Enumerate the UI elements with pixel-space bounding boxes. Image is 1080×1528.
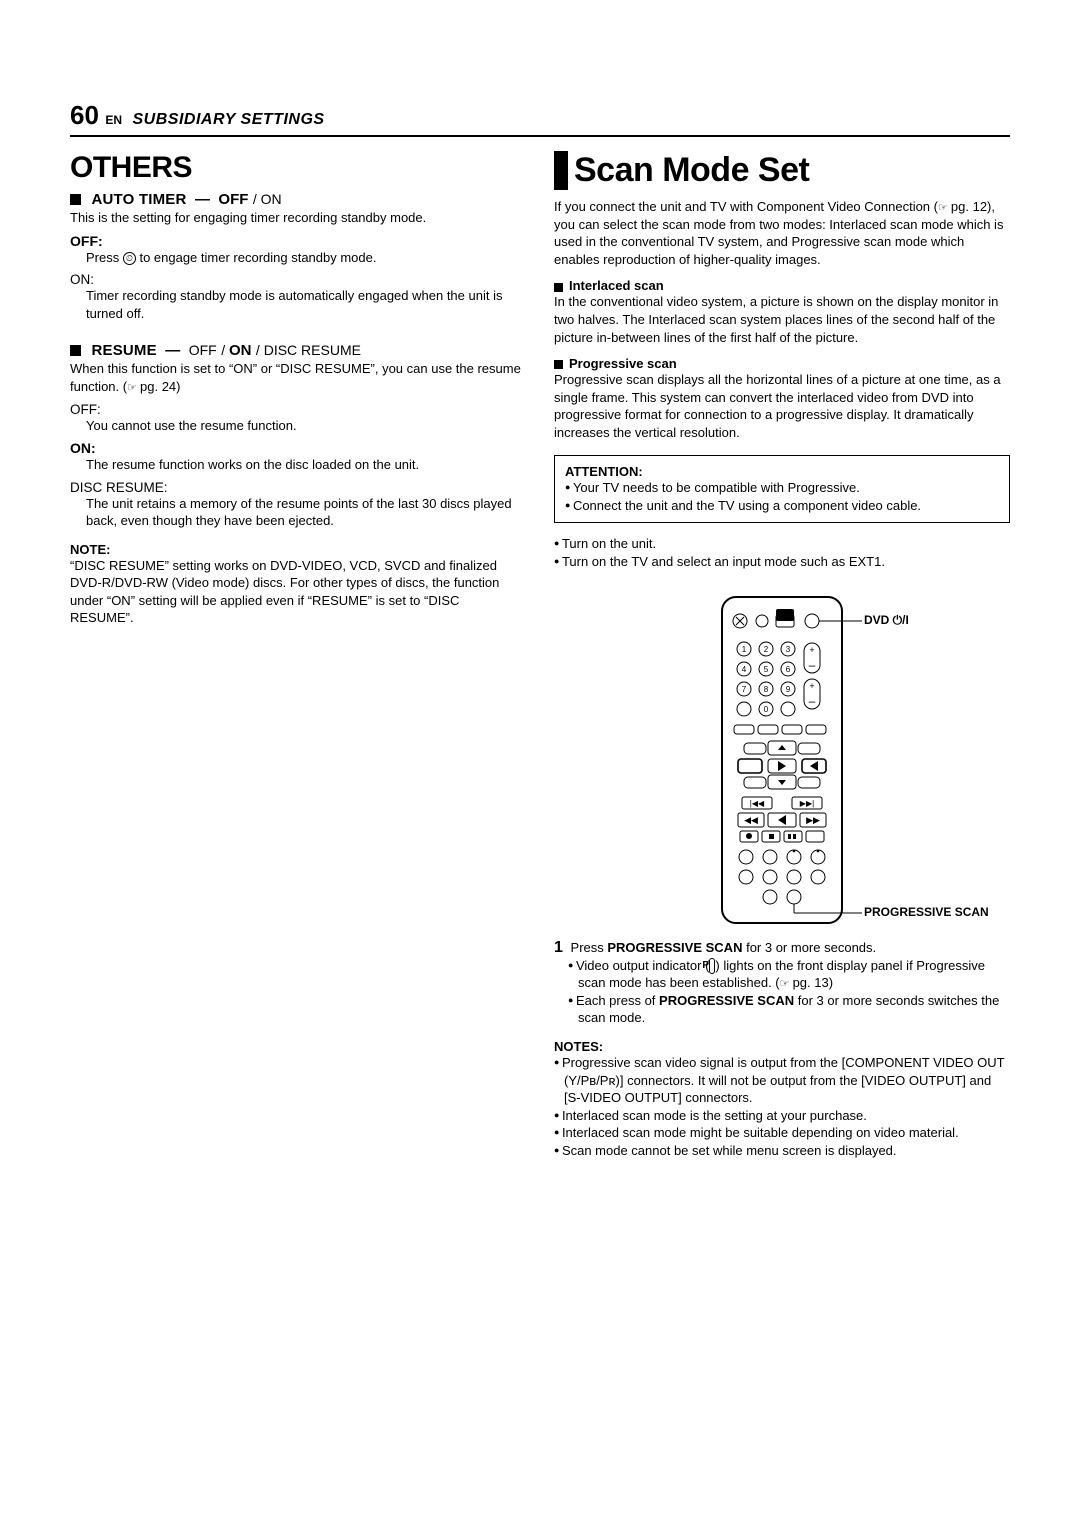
others-title: OTHERS	[70, 151, 526, 185]
resume-off-head: OFF:	[70, 402, 526, 417]
resume-off-text: You cannot use the resume function.	[86, 417, 526, 435]
remote-progscan-label: PROGRESSIVE SCAN	[864, 905, 989, 919]
step1-bullet-a-pg: pg. 13)	[793, 975, 833, 990]
note-item: Interlaced scan mode might be suitable d…	[554, 1124, 1010, 1142]
step1-bullet-b-a: Each press of	[576, 993, 659, 1008]
step-1: 1 Press PROGRESSIVE SCAN for 3 or more s…	[554, 939, 1010, 957]
svg-text:0: 0	[764, 705, 769, 714]
svg-text:5: 5	[764, 665, 769, 674]
attention-item: Your TV needs to be compatible with Prog…	[565, 479, 999, 497]
resume-opt-on: ON	[229, 342, 252, 359]
prep-item: Turn on the unit.	[554, 535, 1010, 553]
auto-timer-off-head: OFF:	[70, 233, 526, 249]
square-bullet-icon	[554, 283, 563, 292]
attention-box: ATTENTION: Your TV needs to be compatibl…	[554, 455, 1010, 523]
left-column: OTHERS AUTO TIMER — OFF / ON This is the…	[70, 151, 526, 1159]
page-header: 60 EN SUBSIDIARY SETTINGS	[70, 100, 1010, 137]
columns: OTHERS AUTO TIMER — OFF / ON This is the…	[70, 151, 1010, 1159]
scan-mode-title: Scan Mode Set	[574, 151, 809, 190]
step1-bullet-a: Video output indicator (	[576, 958, 709, 973]
svg-text:◀◀: ◀◀	[744, 815, 758, 825]
resume-disc-text: The unit retains a memory of the resume …	[86, 495, 526, 530]
interlaced-heading: Interlaced scan	[554, 278, 1010, 293]
resume-desc: When this function is set to “ON” or “DI…	[70, 360, 526, 395]
reference-icon: ☞	[938, 202, 951, 214]
scan-intro: If you connect the unit and TV with Comp…	[554, 198, 1010, 268]
svg-text:–: –	[809, 658, 816, 672]
square-bullet-icon	[70, 194, 81, 205]
resume-opt-off: OFF	[189, 342, 217, 358]
remote-dvd-label: DVD ⏻/I	[864, 613, 909, 628]
resume-disc-head: DISC RESUME:	[70, 480, 526, 495]
note-item: Interlaced scan mode is the setting at y…	[554, 1107, 1010, 1125]
auto-timer-off-text: Press ⏲ to engage timer recording standb…	[86, 249, 526, 267]
reference-icon: ☞	[127, 382, 140, 394]
svg-text:+: +	[809, 645, 814, 655]
auto-timer-heading: AUTO TIMER — OFF / ON	[70, 191, 526, 209]
scan-mode-title-wrap: Scan Mode Set	[554, 151, 1010, 190]
step1-bullets: Video output indicator (P) lights on the…	[568, 957, 1010, 1027]
prep-list: Turn on the unit. Turn on the TV and sel…	[554, 535, 1010, 570]
svg-text:8: 8	[764, 685, 769, 694]
auto-timer-on-text: Timer recording standby mode is automati…	[86, 287, 526, 322]
step1-bullet: Each press of PROGRESSIVE SCAN for 3 or …	[568, 992, 1010, 1027]
title-bar-icon	[554, 151, 568, 190]
svg-text:1: 1	[742, 645, 747, 654]
page-lang: EN	[105, 113, 122, 127]
note-heading: NOTE:	[70, 542, 526, 557]
progressive-heading: Progressive scan	[554, 356, 1010, 371]
step-number: 1	[554, 939, 563, 956]
interlaced-text: In the conventional video system, a pict…	[554, 293, 1010, 346]
auto-timer-on-head: ON:	[70, 272, 526, 287]
svg-text:2: 2	[764, 645, 769, 654]
interlaced-head-text: Interlaced scan	[569, 278, 664, 293]
svg-text:▶▶: ▶▶	[806, 815, 820, 825]
svg-text:7: 7	[742, 685, 747, 694]
svg-text:+: +	[809, 681, 814, 691]
svg-text:3: 3	[786, 645, 791, 654]
attention-heading: ATTENTION:	[565, 464, 999, 479]
attention-item: Connect the unit and the TV using a comp…	[565, 497, 999, 515]
resume-opt-disc: DISC RESUME	[264, 342, 361, 358]
reference-icon: ☞	[780, 978, 793, 990]
step1-bullet-b-b: PROGRESSIVE SCAN	[659, 993, 794, 1008]
resume-desc-pg: pg. 24)	[140, 379, 180, 394]
resume-heading: RESUME — OFF / ON / DISC RESUME	[70, 342, 526, 360]
step1-b: PROGRESSIVE SCAN	[607, 940, 742, 955]
scan-intro-a: If you connect the unit and TV with Comp…	[554, 199, 938, 214]
note-item: Scan mode cannot be set while menu scree…	[554, 1142, 1010, 1160]
square-bullet-icon	[70, 345, 81, 356]
svg-text:9: 9	[786, 685, 791, 694]
svg-text:–: –	[809, 694, 816, 708]
progressive-head-text: Progressive scan	[569, 356, 677, 371]
step1-a: Press	[571, 940, 608, 955]
prep-item: Turn on the TV and select an input mode …	[554, 553, 1010, 571]
auto-timer-alt: ON	[261, 191, 282, 207]
svg-text:|◀◀: |◀◀	[750, 799, 765, 808]
page-number: 60	[70, 100, 99, 130]
svg-text:6: 6	[786, 665, 791, 674]
attention-list: Your TV needs to be compatible with Prog…	[565, 479, 999, 514]
resume-on-head: ON:	[70, 440, 526, 456]
progressive-text: Progressive scan displays all the horizo…	[554, 371, 1010, 441]
timer-button-icon: ⏲	[123, 252, 136, 265]
auto-timer-name: AUTO TIMER	[91, 191, 186, 208]
resume-on-text: The resume function works on the disc lo…	[86, 456, 526, 474]
resume-name: RESUME	[91, 342, 156, 359]
note-text: “DISC RESUME” setting works on DVD-VIDEO…	[70, 557, 526, 627]
svg-text:▶▶|: ▶▶|	[800, 799, 814, 808]
step1-bullet: Video output indicator (P) lights on the…	[568, 957, 1010, 992]
notes-list: Progressive scan video signal is output …	[554, 1054, 1010, 1159]
page-section-title: SUBSIDIARY SETTINGS	[133, 111, 325, 128]
note-item: Progressive scan video signal is output …	[554, 1054, 1010, 1107]
step1-c: for 3 or more seconds.	[742, 940, 876, 955]
svg-text:4: 4	[742, 665, 747, 674]
notes-heading: NOTES:	[554, 1039, 1010, 1054]
remote-svg-icon: 1 2 3 4 5 6 7 8 9 0 + – +	[702, 595, 862, 925]
remote-illustration: 1 2 3 4 5 6 7 8 9 0 + – +	[554, 595, 1010, 925]
square-bullet-icon	[554, 360, 563, 369]
auto-timer-default: OFF	[218, 191, 248, 208]
auto-timer-desc: This is the setting for engaging timer r…	[70, 209, 526, 227]
right-column: Scan Mode Set If you connect the unit an…	[554, 151, 1010, 1159]
